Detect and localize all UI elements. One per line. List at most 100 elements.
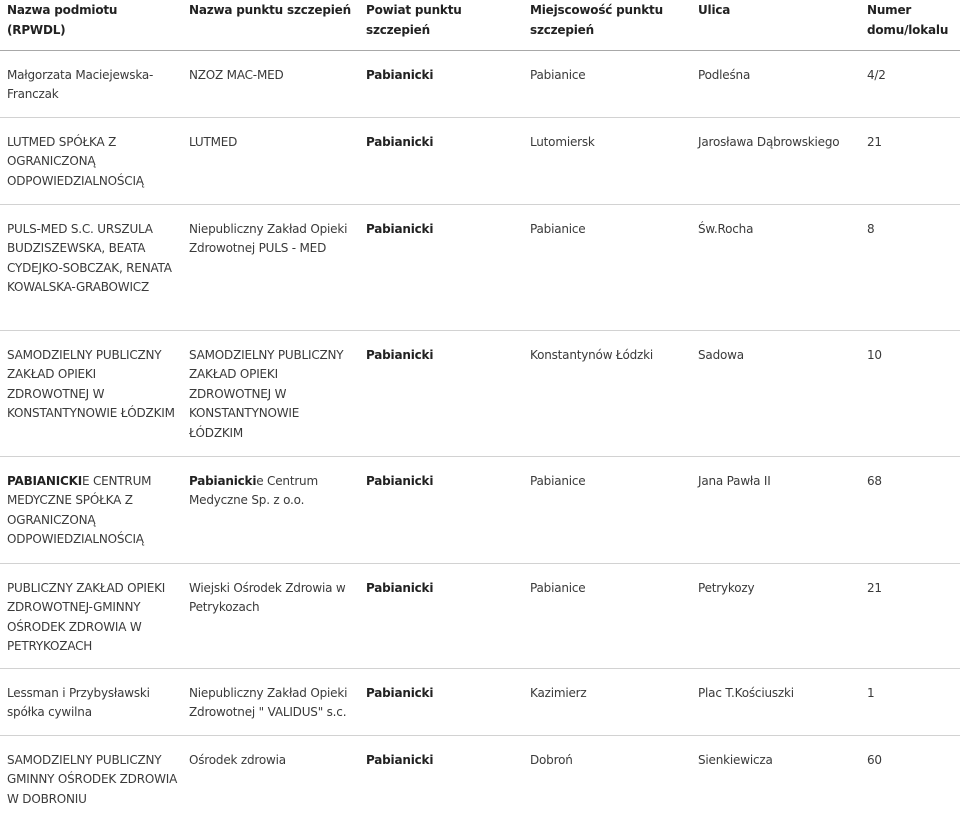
cell-numer-text: 8 [867, 221, 875, 236]
cell-powiat-text: Pabianicki [366, 473, 434, 488]
cell-ulica: Petrykozy [691, 563, 860, 669]
cell-numer-text: 10 [867, 347, 882, 362]
table-row: LUTMED SPÓŁKA Z OGRANICZONĄ ODPOWIEDZIAL… [0, 117, 960, 205]
cell-powiat-text: Pabianicki [366, 580, 434, 595]
cell-miejscowosc: Dobroń [523, 735, 691, 816]
table-row: SAMODZIELNY PUBLICZNY ZAKŁAD OPIEKI ZDRO… [0, 330, 960, 457]
table-row: PULS-MED S.C. URSZULA BUDZISZEWSKA, BEAT… [0, 204, 960, 331]
cell-numer: 60 [860, 735, 960, 816]
cell-podmiot-text: PUBLICZNY ZAKŁAD OPIEKI ZDROWOTNEJ-GMINN… [7, 580, 166, 654]
cell-punkt: Ośrodek zdrowia [182, 735, 359, 816]
cell-podmiot: SAMODZIELNY PUBLICZNY GMINNY OŚRODEK ZDR… [0, 735, 182, 816]
cell-miejscowosc: Kazimierz [523, 668, 691, 736]
cell-powiat-text: Pabianicki [366, 752, 434, 767]
cell-numer: 68 [860, 456, 960, 564]
cell-powiat-text: Pabianicki [366, 67, 434, 82]
cell-powiat: Pabianicki [359, 117, 523, 205]
cell-powiat: Pabianicki [359, 735, 523, 816]
cell-miejscowosc-text: Lutomiersk [530, 134, 595, 149]
cell-ulica-text: Sienkiewicza [698, 752, 773, 767]
cell-miejscowosc-text: Pabianice [530, 221, 586, 236]
cell-podmiot-text: SAMODZIELNY PUBLICZNY ZAKŁAD OPIEKI ZDRO… [7, 347, 175, 421]
cell-punkt: Niepubliczny Zakład Opieki Zdrowotnej PU… [182, 204, 359, 331]
header-miejscowosc[interactable]: Miejscowość punktu szczepień [523, 0, 691, 51]
cell-podmiot-text: Lessman i Przybysławski spółka cywilna [7, 685, 150, 720]
cell-powiat: Pabianicki [359, 563, 523, 669]
cell-punkt-text: SAMODZIELNY PUBLICZNY ZAKŁAD OPIEKI ZDRO… [189, 347, 344, 440]
cell-punkt: LUTMED [182, 117, 359, 205]
cell-powiat-text: Pabianicki [366, 347, 434, 362]
cell-numer: 1 [860, 668, 960, 736]
cell-miejscowosc-text: Pabianice [530, 473, 586, 488]
table-body: Małgorzata Maciejewska-Franczak NZOZ MAC-… [0, 50, 960, 816]
cell-powiat-text: Pabianicki [366, 221, 434, 236]
header-numer[interactable]: Numer domu/lokalu [860, 0, 960, 51]
header-ulica[interactable]: Ulica [691, 0, 860, 51]
header-powiat[interactable]: Powiat punktu szczepień [359, 0, 523, 51]
cell-numer: 8 [860, 204, 960, 331]
cell-ulica: Sadowa [691, 330, 860, 457]
cell-ulica-text: Petrykozy [698, 580, 755, 595]
cell-powiat-text: Pabianicki [366, 685, 434, 700]
cell-podmiot-text: SAMODZIELNY PUBLICZNY GMINNY OŚRODEK ZDR… [7, 752, 178, 806]
cell-podmiot-text: LUTMED SPÓŁKA Z OGRANICZONĄ ODPOWIEDZIAL… [7, 134, 144, 188]
cell-numer: 21 [860, 563, 960, 669]
cell-ulica: Plac T.Kościuszki [691, 668, 860, 736]
cell-podmiot: LUTMED SPÓŁKA Z OGRANICZONĄ ODPOWIEDZIAL… [0, 117, 182, 205]
cell-numer-text: 68 [867, 473, 882, 488]
cell-punkt-text: Niepubliczny Zakład Opieki Zdrowotnej PU… [189, 221, 348, 256]
cell-numer: 21 [860, 117, 960, 205]
cell-punkt: NZOZ MAC-MED [182, 50, 359, 118]
cell-ulica-text: Plac T.Kościuszki [698, 685, 794, 700]
cell-powiat-text: Pabianicki [366, 134, 434, 149]
cell-punkt: Pabianickie Centrum Medyczne Sp. z o.o. [182, 456, 359, 564]
cell-miejscowosc-text: Konstantynów Łódzki [530, 347, 654, 362]
cell-miejscowosc-text: Kazimierz [530, 685, 587, 700]
table-row: SAMODZIELNY PUBLICZNY GMINNY OŚRODEK ZDR… [0, 735, 960, 816]
cell-ulica-text: Św.Rocha [698, 221, 754, 236]
cell-miejscowosc: Pabianice [523, 563, 691, 669]
cell-miejscowosc-text: Pabianice [530, 67, 586, 82]
cell-powiat: Pabianicki [359, 668, 523, 736]
cell-punkt-text: e Centrum Medyczne Sp. z o.o. [189, 473, 318, 508]
cell-numer: 10 [860, 330, 960, 457]
cell-miejscowosc: Pabianice [523, 204, 691, 331]
cell-podmiot-text: E CENTRUM MEDYCZNE SPÓŁKA Z OGRANICZONĄ … [7, 473, 152, 547]
table-header-row: Nazwa podmiotu (RPWDL) Nazwa punktu szcz… [0, 0, 960, 51]
cell-numer-text: 21 [867, 580, 882, 595]
cell-punkt: Wiejski Ośrodek Zdrowia w Petrykozach [182, 563, 359, 669]
cell-ulica: Podleśna [691, 50, 860, 118]
table-row: PUBLICZNY ZAKŁAD OPIEKI ZDROWOTNEJ-GMINN… [0, 563, 960, 669]
cell-punkt-text: Ośrodek zdrowia [189, 752, 286, 767]
cell-ulica: Jarosława Dąbrowskiego [691, 117, 860, 205]
cell-miejscowosc: Konstantynów Łódzki [523, 330, 691, 457]
cell-miejscowosc-text: Dobroń [530, 752, 573, 767]
table-row: Lessman i Przybysławski spółka cywilna Ni… [0, 668, 960, 736]
cell-ulica: Jana Pawła II [691, 456, 860, 564]
header-podmiot[interactable]: Nazwa podmiotu (RPWDL) [0, 0, 182, 51]
cell-numer: 4/2 [860, 50, 960, 118]
cell-punkt: SAMODZIELNY PUBLICZNY ZAKŁAD OPIEKI ZDRO… [182, 330, 359, 457]
table-row: Małgorzata Maciejewska-Franczak NZOZ MAC-… [0, 50, 960, 118]
cell-punkt-text: LUTMED [189, 134, 238, 149]
cell-punkt-text: NZOZ MAC-MED [189, 67, 284, 82]
cell-podmiot: PULS-MED S.C. URSZULA BUDZISZEWSKA, BEAT… [0, 204, 182, 331]
cell-numer-text: 60 [867, 752, 882, 767]
cell-punkt-text: Wiejski Ośrodek Zdrowia w Petrykozach [189, 580, 346, 615]
cell-powiat: Pabianicki [359, 204, 523, 331]
cell-podmiot: PUBLICZNY ZAKŁAD OPIEKI ZDROWOTNEJ-GMINN… [0, 563, 182, 669]
cell-podmiot: Małgorzata Maciejewska-Franczak [0, 50, 182, 118]
cell-ulica-text: Sadowa [698, 347, 744, 362]
cell-miejscowosc: Lutomiersk [523, 117, 691, 205]
cell-ulica-text: Jana Pawła II [698, 473, 771, 488]
cell-podmiot: Lessman i Przybysławski spółka cywilna [0, 668, 182, 736]
cell-podmiot: PABIANICKIE CENTRUM MEDYCZNE SPÓŁKA Z OG… [0, 456, 182, 564]
cell-punkt: Niepubliczny Zakład Opieki Zdrowotnej " … [182, 668, 359, 736]
cell-podmiot: SAMODZIELNY PUBLICZNY ZAKŁAD OPIEKI ZDRO… [0, 330, 182, 457]
header-punkt[interactable]: Nazwa punktu szczepień [182, 0, 359, 51]
cell-numer-text: 21 [867, 134, 882, 149]
cell-ulica-text: Podleśna [698, 67, 751, 82]
cell-powiat: Pabianicki [359, 330, 523, 457]
table-row: PABIANICKIE CENTRUM MEDYCZNE SPÓŁKA Z OG… [0, 456, 960, 564]
